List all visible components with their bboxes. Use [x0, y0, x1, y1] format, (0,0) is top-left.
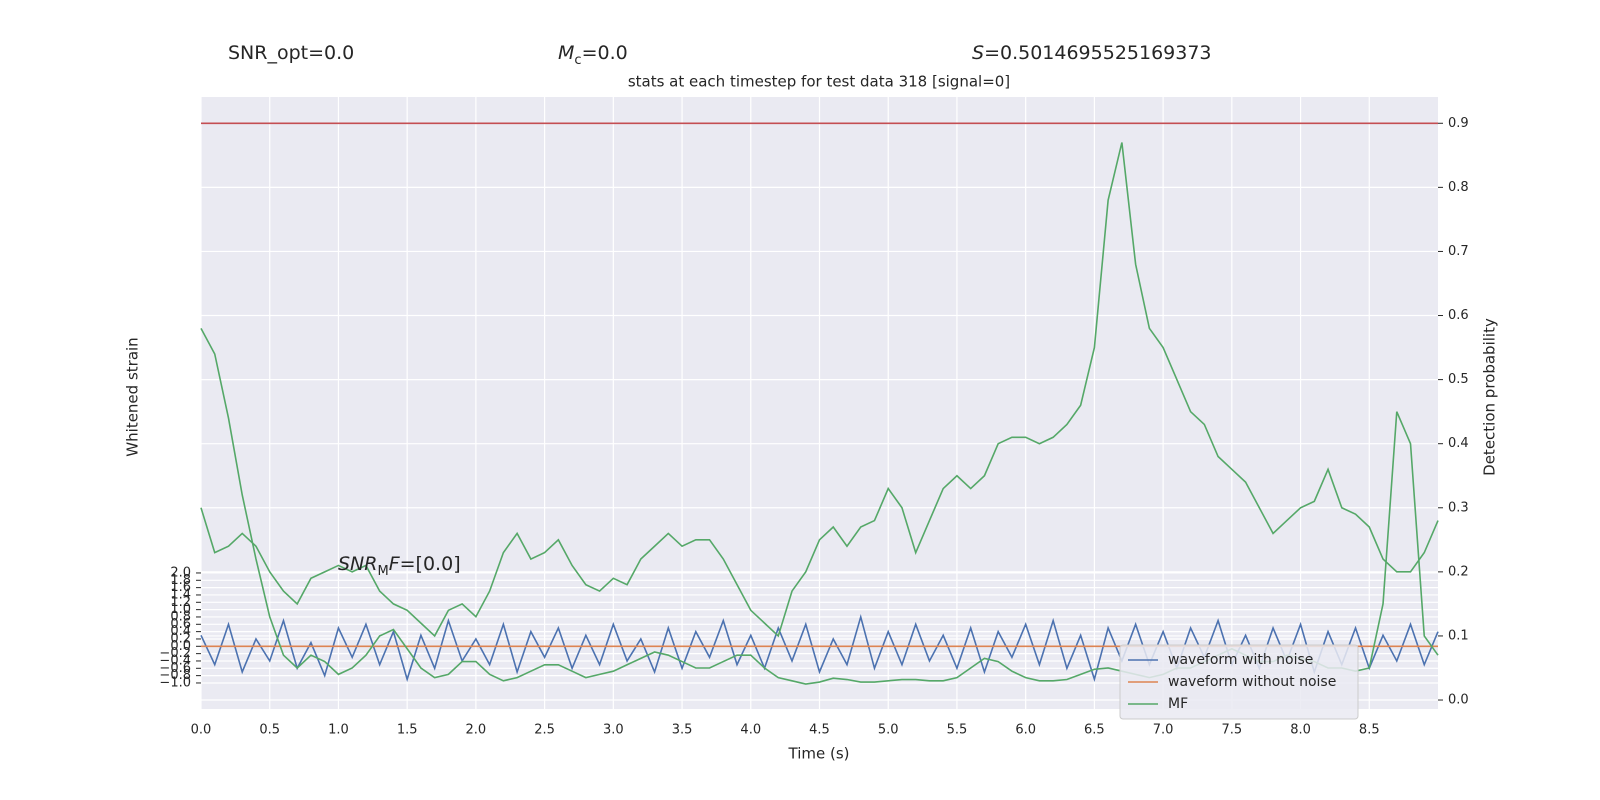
x-tick-label: 6.5 [1084, 723, 1105, 738]
y2-tick-label: 0.2 [1448, 564, 1469, 579]
x-tick-label: 3.5 [672, 723, 693, 738]
x-tick-label: 1.5 [397, 723, 418, 738]
legend-label: MF [1168, 696, 1188, 712]
x-tick-label: 3.0 [603, 723, 624, 738]
y-tick-label: −0.6 [159, 661, 191, 676]
x-tick-label: 8.5 [1359, 723, 1380, 738]
y-tick-label: 1.2 [170, 595, 191, 610]
y-tick-label: 1.4 [170, 587, 191, 602]
y2-tick-label: 0.1 [1448, 628, 1469, 643]
y2-tick-label: 0.9 [1448, 116, 1469, 131]
x-tick-label: 2.0 [466, 723, 487, 738]
y2-tick-label: 0.6 [1448, 308, 1469, 323]
annotation-part: SNR [338, 553, 377, 575]
legend-label: waveform without noise [1168, 674, 1336, 690]
x-tick-label: 0.5 [259, 723, 280, 738]
x-tick-label: 4.0 [740, 723, 761, 738]
y-tick-label: 2.0 [170, 565, 191, 580]
annotation-part: M [377, 564, 388, 579]
stat-text-part: =0.5014695525169373 [984, 42, 1211, 64]
legend-box [1119, 644, 1359, 720]
y2-tick-label: 0.7 [1448, 244, 1469, 259]
y-tick-label: 1.6 [170, 580, 191, 595]
x-tick-label: 1.0 [328, 723, 349, 738]
y-tick-label: 0.6 [170, 617, 191, 632]
y2-tick-label: 0.3 [1448, 500, 1469, 515]
y-tick-label: 0.0 [170, 639, 191, 654]
y-tick-label: −0.8 [159, 668, 191, 683]
y-tick-label: −0.4 [159, 653, 191, 668]
annotation-part: =[0.0] [400, 553, 461, 575]
x-tick-label: 6.0 [1015, 723, 1036, 738]
y-tick-label: 0.2 [170, 631, 191, 646]
x-tick-label: 7.0 [1153, 723, 1174, 738]
x-tick-label: 0.0 [191, 723, 212, 738]
y2-tick-label: 0.8 [1448, 180, 1469, 195]
x-tick-label: 7.5 [1221, 723, 1242, 738]
stat-text-part: =0.0 [582, 42, 628, 64]
stat-text-part: S [972, 42, 984, 64]
stat-text: S=0.5014695525169373 [972, 42, 1212, 64]
chart-title: stats at each timestep for test data 318… [628, 73, 1010, 91]
y2-tick-label: 0.0 [1448, 693, 1469, 708]
stat-text-part: M [558, 42, 574, 64]
y-axis-label: Whitened strain [124, 337, 142, 456]
x-tick-label: 2.5 [534, 723, 555, 738]
stat-text: Mc=0.0 [558, 42, 628, 69]
stat-text-part: c [574, 53, 581, 68]
x-tick-label: 8.0 [1290, 723, 1311, 738]
x-tick-label: 4.5 [809, 723, 830, 738]
annotation-part: F [389, 553, 401, 575]
y-tick-label: 0.8 [170, 609, 191, 624]
y2-tick-label: 0.4 [1448, 436, 1469, 451]
stat-text: SNR_opt=0.0 [228, 42, 354, 64]
y2-tick-label: 0.5 [1448, 372, 1469, 387]
annotation: SNRMF=[0.0] [338, 553, 461, 580]
x-axis-label: Time (s) [788, 745, 850, 763]
y-tick-label: −0.2 [159, 646, 191, 661]
x-tick-label: 5.5 [947, 723, 968, 738]
y2-axis-label: Detection probability [1481, 318, 1499, 476]
x-tick-label: 5.0 [878, 723, 899, 738]
y-tick-label: 1.8 [170, 573, 191, 588]
legend-label: waveform with noise [1168, 652, 1313, 668]
y-tick-label: −1.0 [159, 675, 191, 690]
series-line [200, 142, 1439, 638]
y-tick-label: 0.4 [170, 624, 191, 639]
y-tick-label: 1.0 [170, 602, 191, 617]
stat-text-part: SNR_opt=0.0 [228, 42, 354, 64]
